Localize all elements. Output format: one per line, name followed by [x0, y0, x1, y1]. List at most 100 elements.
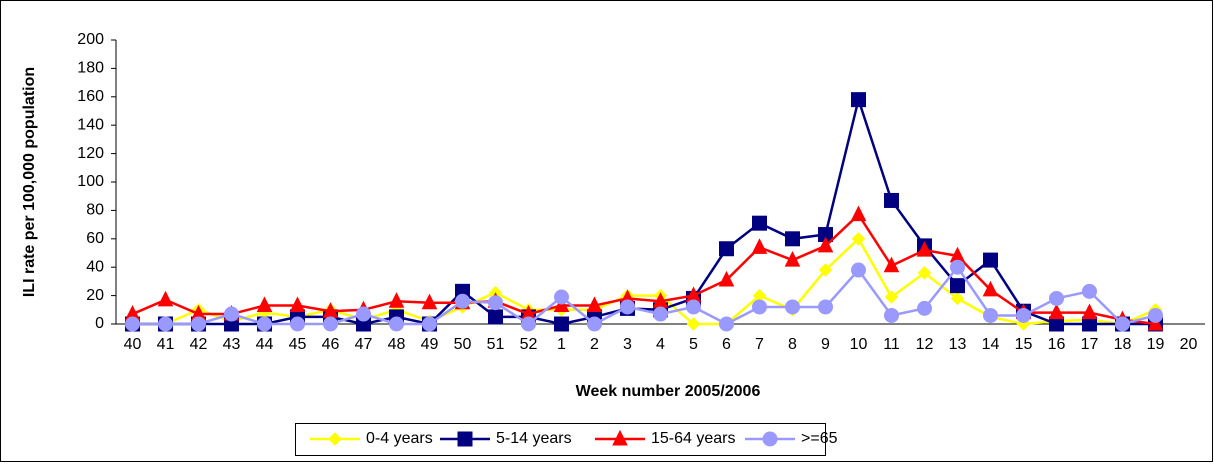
- x-tick-label: 12: [916, 336, 934, 353]
- data-point: [455, 293, 470, 309]
- x-tick-label: 45: [289, 336, 307, 353]
- data-point: [356, 306, 371, 322]
- data-point: [851, 262, 866, 278]
- data-point: [983, 252, 998, 268]
- data-point: [1048, 303, 1065, 320]
- x-tick-label: 16: [1048, 336, 1066, 353]
- data-point: [983, 307, 998, 323]
- data-point: [290, 316, 305, 332]
- data-point: [850, 205, 867, 222]
- data-point: [982, 280, 999, 297]
- x-tick-label: 40: [124, 336, 142, 353]
- x-axis-label: Week number 2005/2006: [576, 383, 761, 400]
- y-tick-label: 200: [77, 31, 104, 48]
- data-point: [1049, 290, 1064, 306]
- x-tick-label: 47: [355, 336, 373, 353]
- data-point: [422, 316, 437, 332]
- x-tick-label: 44: [256, 336, 274, 353]
- data-point: [851, 232, 866, 246]
- x-tick-label: 49: [421, 336, 439, 353]
- data-point: [554, 289, 569, 305]
- data-point: [521, 316, 536, 332]
- x-tick-label: 15: [1015, 336, 1033, 353]
- data-point: [1147, 314, 1164, 331]
- data-point: [950, 278, 965, 294]
- y-axis-label: ILI rate per 100,000 population: [21, 67, 38, 297]
- data-point: [1081, 303, 1098, 320]
- data-point: [752, 299, 767, 315]
- data-point: [257, 316, 272, 332]
- data-point: [784, 250, 801, 267]
- x-tick-label: 17: [1081, 336, 1099, 353]
- data-point: [191, 316, 206, 332]
- legend-marker: [612, 429, 628, 446]
- data-point: [785, 231, 800, 247]
- data-point: [950, 291, 965, 306]
- data-point: [752, 215, 767, 231]
- x-tick-label: 19: [1147, 336, 1165, 353]
- x-tick-label: 18: [1114, 336, 1132, 353]
- data-point: [1082, 283, 1097, 299]
- x-tick-label: 13: [949, 336, 967, 353]
- data-point: [488, 309, 503, 325]
- data-point: [950, 259, 965, 275]
- x-tick-label: 11: [883, 336, 900, 353]
- x-tick-label: 20: [1180, 336, 1198, 353]
- data-point: [553, 296, 570, 313]
- x-tick-label: 6: [722, 336, 731, 353]
- data-point: [388, 292, 405, 308]
- series-line: [132, 212, 1156, 326]
- data-point: [256, 296, 273, 313]
- legend-label: 5-14 years: [496, 430, 572, 447]
- legend-label: 0-4 years: [366, 430, 433, 447]
- x-tick-label: 14: [982, 336, 1000, 353]
- data-point: [884, 307, 899, 323]
- data-point: [1115, 316, 1130, 332]
- x-tick-label: 5: [689, 336, 698, 353]
- data-point: [884, 290, 899, 304]
- data-point: [488, 295, 503, 311]
- data-point: [686, 299, 701, 315]
- data-point: [1148, 307, 1163, 323]
- data-point: [817, 236, 834, 253]
- y-tick-label: 60: [86, 230, 104, 247]
- data-point: [884, 192, 899, 208]
- data-point: [785, 299, 800, 315]
- x-tick-label: 2: [590, 336, 599, 353]
- x-tick-label: 43: [223, 336, 241, 353]
- data-point: [554, 316, 569, 332]
- x-tick-label: 3: [623, 336, 632, 353]
- data-point: [421, 293, 438, 310]
- x-tick-label: 48: [388, 336, 406, 353]
- legend-label: 15-64 years: [651, 430, 736, 447]
- x-tick-label: 52: [520, 336, 538, 353]
- data-point: [1016, 307, 1031, 323]
- data-point: [818, 263, 833, 277]
- data-point: [686, 317, 701, 331]
- y-tick-label: 40: [86, 258, 104, 275]
- data-point: [883, 256, 900, 273]
- data-point: [917, 300, 932, 316]
- x-tick-label: 8: [788, 336, 797, 353]
- data-point: [916, 241, 933, 257]
- legend-marker: [457, 431, 473, 447]
- data-point: [587, 316, 602, 332]
- data-point: [751, 238, 768, 254]
- data-point: [157, 290, 174, 307]
- y-tick-label: 140: [77, 116, 104, 133]
- x-tick-label: 46: [322, 336, 340, 353]
- y-tick-label: 100: [77, 173, 104, 190]
- x-tick-label: 42: [190, 336, 208, 353]
- y-tick-label: 20: [86, 287, 104, 304]
- legend-marker: [328, 432, 342, 446]
- data-point: [653, 306, 668, 322]
- y-tick-label: 180: [77, 60, 104, 77]
- legend-marker: [762, 431, 778, 447]
- data-point: [719, 316, 734, 332]
- x-tick-label: 1: [557, 336, 566, 353]
- data-point: [389, 316, 404, 332]
- x-tick-label: 41: [157, 336, 175, 353]
